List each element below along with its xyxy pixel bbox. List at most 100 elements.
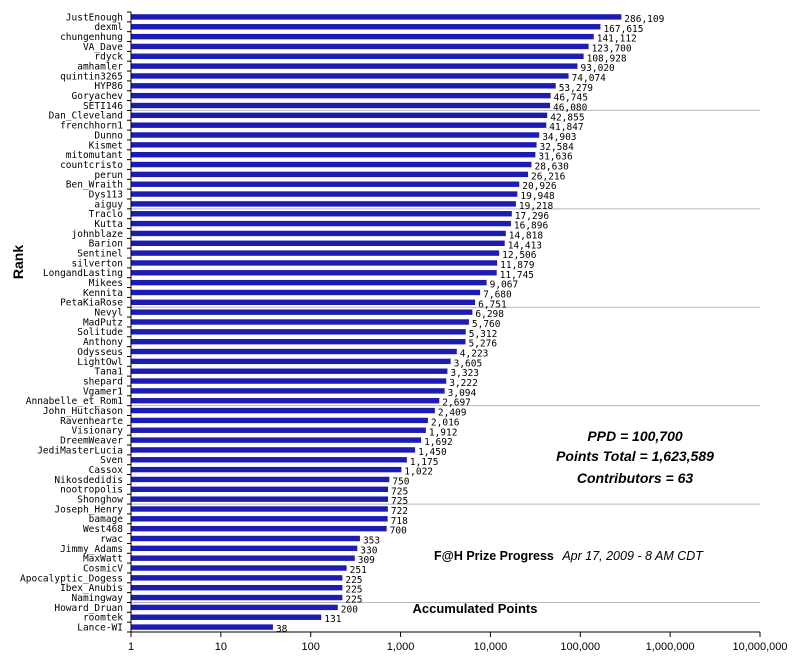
bar bbox=[131, 191, 518, 197]
value-label: 167,615 bbox=[603, 24, 643, 35]
category-label: Ravenhearte bbox=[60, 416, 123, 427]
category-label: JustEnough bbox=[66, 12, 123, 23]
bar bbox=[131, 447, 416, 453]
value-label: 14,413 bbox=[508, 240, 542, 251]
category-label: amhamler bbox=[77, 62, 123, 73]
category-label: countcristo bbox=[60, 160, 123, 171]
category-label: Odysseus bbox=[77, 347, 123, 358]
bar bbox=[131, 378, 447, 384]
x-tick-label: 10,000 bbox=[474, 641, 508, 653]
value-label: 6,751 bbox=[478, 299, 507, 310]
bar bbox=[131, 151, 536, 158]
value-label: 46,080 bbox=[553, 102, 588, 113]
value-label: 31,636 bbox=[538, 152, 573, 163]
value-label: 131 bbox=[324, 614, 341, 625]
category-label: VA_Dave bbox=[83, 42, 123, 53]
value-label: 93,020 bbox=[580, 63, 615, 74]
category-label: Sentinel bbox=[77, 249, 123, 260]
x-tick-label: 1,000 bbox=[387, 641, 415, 653]
bar bbox=[131, 201, 516, 207]
category-label: dexml bbox=[94, 22, 123, 33]
value-label: 53,279 bbox=[559, 83, 594, 94]
points-total-stat: Points Total = 1,623,589 bbox=[556, 448, 714, 464]
value-label: 200 bbox=[341, 604, 358, 615]
bar bbox=[131, 73, 569, 79]
category-label: johnblaze bbox=[72, 229, 124, 240]
category-label: Nikosdedidis bbox=[54, 475, 123, 486]
category-labels: JustEnoughdexmlchungenhungVA_Daverdyckam… bbox=[20, 12, 123, 633]
category-label: Dan_Cleveland bbox=[49, 111, 123, 122]
value-label: 2,016 bbox=[431, 417, 460, 428]
value-label: 17,296 bbox=[515, 211, 550, 222]
category-label: Dys113 bbox=[89, 189, 123, 200]
category-label: nootropolis bbox=[60, 485, 123, 496]
value-label: 11,745 bbox=[500, 270, 534, 281]
value-label: 4,223 bbox=[460, 349, 489, 360]
progress-date: Apr 17, 2009 - 8 AM CDT bbox=[561, 549, 704, 563]
bar bbox=[131, 112, 548, 119]
bar bbox=[131, 437, 422, 443]
value-label: 722 bbox=[391, 506, 408, 517]
bar bbox=[131, 457, 407, 463]
value-label: 7,680 bbox=[483, 289, 512, 300]
x-tick-label: 100,000 bbox=[560, 641, 600, 653]
bar bbox=[131, 250, 500, 256]
value-label: 225 bbox=[345, 585, 362, 596]
bar bbox=[131, 329, 466, 335]
category-label: MadPutz bbox=[83, 317, 123, 328]
category-label: Barion bbox=[89, 239, 123, 250]
category-label: Sven bbox=[100, 455, 123, 466]
value-label: 225 bbox=[345, 595, 362, 606]
category-label: Shonghow bbox=[77, 495, 123, 506]
value-label: 330 bbox=[360, 545, 377, 556]
bar bbox=[131, 624, 273, 630]
bar bbox=[131, 535, 360, 542]
bar bbox=[131, 476, 390, 483]
value-label: 1,912 bbox=[429, 427, 458, 438]
bar bbox=[131, 545, 358, 552]
bar bbox=[131, 319, 469, 325]
bar bbox=[131, 83, 556, 89]
value-label: 141,112 bbox=[597, 34, 637, 45]
value-label: 19,948 bbox=[520, 191, 555, 202]
category-label: Cassox bbox=[89, 465, 124, 476]
bar bbox=[131, 388, 445, 394]
bar bbox=[131, 240, 505, 246]
category-label: silverton bbox=[72, 258, 123, 269]
value-label: 26,216 bbox=[531, 171, 566, 182]
value-label: 725 bbox=[391, 496, 408, 507]
category-label: Dunno bbox=[94, 130, 123, 141]
category-label: SETI146 bbox=[83, 101, 123, 112]
bar bbox=[131, 142, 537, 148]
category-label: Lance-WI bbox=[77, 622, 123, 633]
category-label: rwac bbox=[100, 534, 123, 545]
category-label: rdyck bbox=[94, 52, 123, 63]
value-label: 32,584 bbox=[540, 142, 575, 153]
category-label: Solitude bbox=[77, 327, 123, 338]
bar bbox=[131, 260, 498, 266]
category-label: LightOwl bbox=[77, 357, 123, 368]
category-label: Howard_Druan bbox=[54, 603, 123, 614]
bar bbox=[131, 604, 338, 611]
bar bbox=[131, 555, 355, 561]
value-label: 12,506 bbox=[502, 250, 537, 261]
category-label: Goryachev bbox=[72, 91, 124, 102]
bar bbox=[131, 585, 343, 591]
category-label: Annabelle_et_Rom1 bbox=[26, 396, 124, 407]
value-label: 3,094 bbox=[448, 388, 477, 399]
value-label: 353 bbox=[363, 536, 380, 547]
category-label: bamage bbox=[89, 514, 124, 525]
value-label: 1,692 bbox=[424, 437, 453, 448]
axes bbox=[127, 11, 760, 633]
category-label: DreemWeaver bbox=[60, 436, 123, 447]
category-label: perun bbox=[94, 170, 123, 181]
category-label: Anthony bbox=[83, 337, 123, 348]
category-label: shepard bbox=[83, 376, 123, 387]
category-label: Mikees bbox=[89, 278, 123, 289]
x-ticks: 1 10 100 1,000 10,000 100,000 1,000,000 10,000,… bbox=[128, 632, 788, 653]
bar bbox=[131, 368, 448, 374]
bar bbox=[131, 14, 622, 20]
bar bbox=[131, 122, 547, 128]
category-label: Nevyl bbox=[94, 308, 123, 319]
